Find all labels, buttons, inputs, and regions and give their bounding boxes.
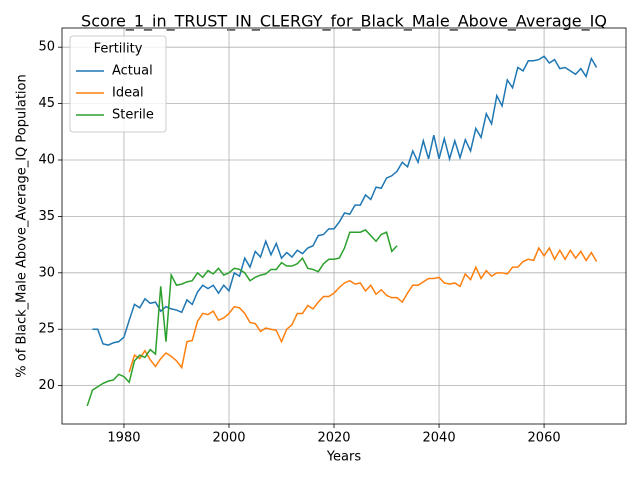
chart-title: Score_1_in_TRUST_IN_CLERGY_for_Black_Mal… [81,12,607,32]
x-tick-label: 2060 [528,431,561,446]
legend-box [69,35,167,133]
y-tick-label: 30 [38,265,55,280]
legend-title: Fertility [94,42,143,57]
y-tick-label: 45 [38,96,55,111]
data-line [128,246,598,373]
legend-label: Ideal [112,86,144,101]
axes-frame [61,27,627,425]
y-tick-label: 40 [38,153,55,168]
legend-label: Actual [112,64,153,79]
y-axis-label: % of Black_Male Above_Average_IQ Populat… [15,74,30,377]
y-tick-label: 25 [38,322,55,337]
x-tick-label: 2020 [317,431,350,446]
x-tick-label: 2040 [423,431,456,446]
x-tick-label: 1980 [107,431,140,446]
y-tick-label: 20 [38,378,55,393]
y-tick-label: 35 [38,209,55,224]
data-line [86,229,398,407]
x-tick-label: 2000 [212,431,245,446]
x-axis-label: Years [326,450,362,465]
legend-label: Sterile [112,108,154,123]
y-tick-label: 50 [38,40,55,55]
data-line [92,55,598,346]
